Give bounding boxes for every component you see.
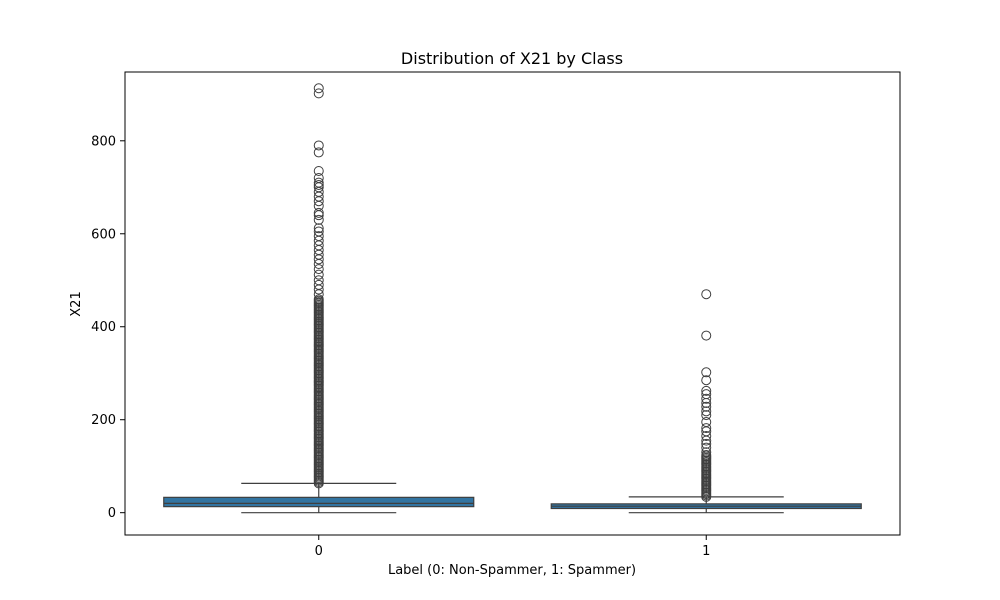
outlier-point-category-0 bbox=[313, 269, 324, 280]
outlier-point-category-0 bbox=[313, 226, 324, 237]
outlier-point-category-0 bbox=[313, 279, 324, 290]
outlier-point-category-0 bbox=[313, 172, 324, 183]
outlier-point-category-1 bbox=[701, 330, 712, 341]
outlier-point-category-1 bbox=[701, 430, 712, 441]
outlier-point-category-1 bbox=[701, 389, 712, 400]
outlier-point-category-0 bbox=[313, 88, 324, 99]
chart-title: Distribution of X21 by Class bbox=[401, 49, 623, 68]
plot-area: 0 200 400 600 800 0 1 bbox=[91, 71, 901, 559]
y-axis-label: X21 bbox=[69, 291, 84, 316]
plot-frame bbox=[124, 71, 901, 536]
outlier-point-category-1 bbox=[701, 385, 712, 396]
outlier-point-category-1 bbox=[701, 417, 712, 428]
x-tick-label: 0 bbox=[315, 544, 323, 559]
outlier-point-category-0 bbox=[313, 264, 324, 275]
outlier-point-category-0 bbox=[313, 147, 324, 158]
y-tick-label: 200 bbox=[91, 413, 116, 428]
outlier-point-category-1 bbox=[701, 375, 712, 386]
outlier-point-category-1 bbox=[701, 442, 712, 453]
outlier-point-category-1 bbox=[701, 447, 712, 458]
outlier-point-category-0 bbox=[313, 166, 324, 177]
y-tick-label: 0 bbox=[108, 506, 116, 521]
box-category-0 bbox=[163, 496, 475, 508]
x-tick-label: 1 bbox=[702, 544, 710, 559]
outlier-point-category-1 bbox=[701, 450, 712, 461]
y-tick-label: 800 bbox=[91, 134, 116, 149]
outlier-point-category-0 bbox=[313, 83, 324, 94]
outlier-point-category-0 bbox=[313, 140, 324, 151]
outlier-point-category-1 bbox=[701, 438, 712, 449]
outlier-point-category-1 bbox=[701, 289, 712, 300]
outlier-point-category-0 bbox=[313, 214, 324, 225]
y-tick-label: 600 bbox=[91, 227, 116, 242]
outlier-point-category-0 bbox=[313, 207, 324, 218]
outlier-point-category-0 bbox=[313, 223, 324, 234]
outlier-point-category-0 bbox=[313, 177, 324, 188]
x-axis-label: Label (0: Non-Spammer, 1: Spammer) bbox=[388, 563, 636, 578]
outlier-point-category-0 bbox=[313, 275, 324, 286]
outlier-point-category-0 bbox=[313, 231, 324, 242]
outlier-point-category-1 bbox=[701, 401, 712, 412]
outlier-point-category-1 bbox=[701, 410, 712, 421]
outlier-point-category-1 bbox=[701, 367, 712, 378]
outlier-point-category-0 bbox=[313, 179, 324, 190]
outlier-point-category-1 bbox=[701, 406, 712, 417]
outlier-point-category-1 bbox=[701, 423, 712, 434]
y-tick-label: 400 bbox=[91, 320, 116, 335]
outlier-point-category-1 bbox=[701, 393, 712, 404]
outlier-point-category-0 bbox=[313, 294, 324, 305]
